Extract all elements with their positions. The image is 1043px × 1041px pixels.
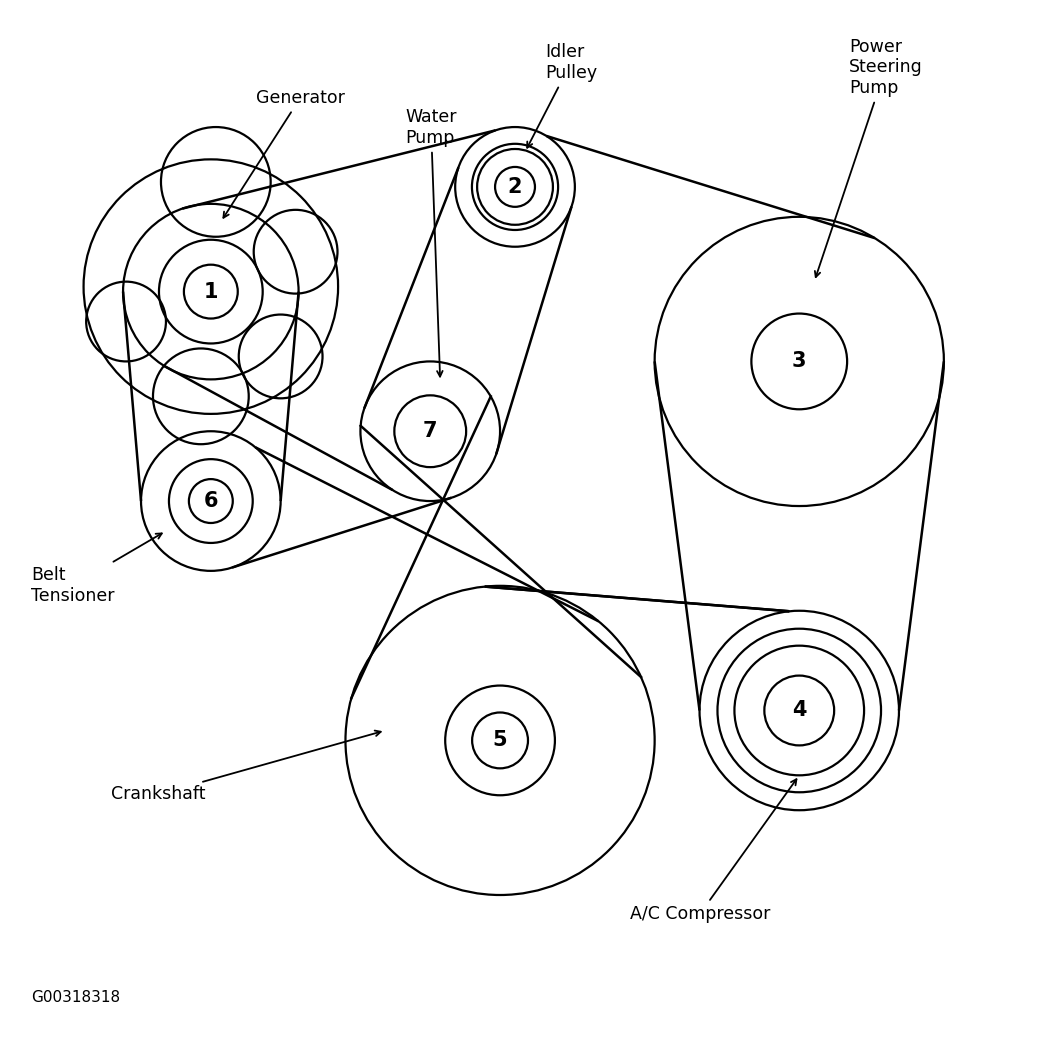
Text: Idler
Pulley: Idler Pulley: [527, 44, 597, 148]
Text: 5: 5: [492, 731, 507, 751]
Text: 4: 4: [792, 701, 806, 720]
Text: 2: 2: [508, 177, 523, 197]
Text: Belt
Tensioner: Belt Tensioner: [31, 533, 162, 605]
Text: Power
Steering
Pump: Power Steering Pump: [815, 37, 923, 277]
Text: A/C Compressor: A/C Compressor: [630, 780, 797, 923]
Text: 1: 1: [203, 282, 218, 302]
Text: 7: 7: [423, 422, 437, 441]
Text: Crankshaft: Crankshaft: [112, 731, 381, 804]
Text: 6: 6: [203, 491, 218, 511]
Text: Generator: Generator: [223, 90, 344, 218]
Text: Water
Pump: Water Pump: [406, 108, 457, 377]
Text: G00318318: G00318318: [31, 990, 120, 1005]
Text: 3: 3: [792, 352, 806, 372]
